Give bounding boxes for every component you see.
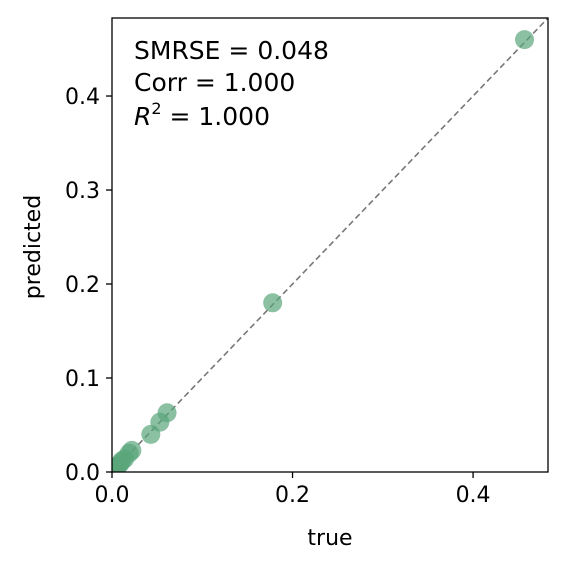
y-tick-label: 0.1 [65, 367, 100, 392]
smrse-annotation: SMRSE = 0.048 [134, 36, 329, 65]
plot-area [112, 18, 548, 472]
x-axis-label: true [307, 526, 352, 551]
y-tick-label: 0.3 [65, 179, 100, 204]
corr-annotation: Corr = 1.000 [134, 68, 295, 97]
x-tick-label: 0.2 [275, 483, 310, 508]
y-axis-label: predicted [21, 195, 46, 299]
r2-value: = 1.000 [162, 102, 270, 131]
r2-superscript: 2 [151, 99, 161, 118]
data-point [141, 424, 161, 444]
data-points [112, 30, 535, 472]
y-tick-label: 0.2 [65, 273, 100, 298]
plot-frame [111, 17, 549, 473]
y-tick-label: 0.4 [65, 85, 100, 110]
r2-symbol: R [134, 102, 151, 131]
data-point [515, 30, 535, 50]
identity-line [112, 18, 548, 472]
x-tick-label: 0.0 [95, 483, 130, 508]
x-tick-label: 0.4 [456, 483, 491, 508]
data-point [263, 293, 283, 313]
data-point [112, 459, 125, 472]
r2-annotation: R2 = 1.000 [134, 99, 270, 131]
y-tick-label: 0.0 [65, 461, 100, 486]
axes: 0.0 0.2 0.4 0.0 0.1 0.2 0.3 0.4 [65, 17, 549, 508]
